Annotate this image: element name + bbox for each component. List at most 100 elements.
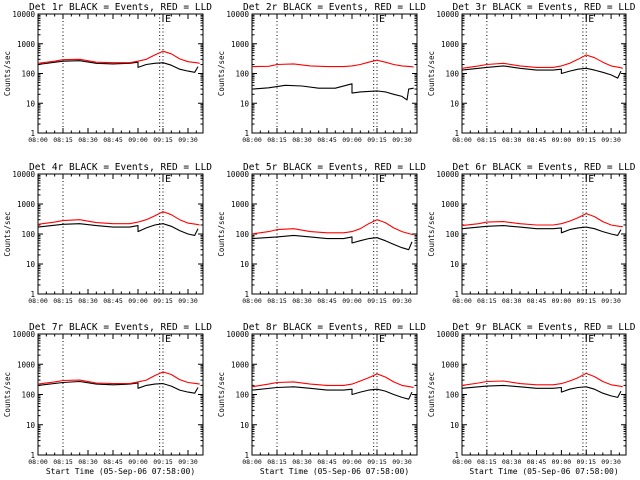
panel-6: Det 6r BLACK = Events, RED = LLD Counts/s… <box>427 162 636 305</box>
x-tick-label: 08:45 <box>103 136 123 144</box>
y-tick-label: 1000 <box>231 40 250 49</box>
x-tick-label: 09:15 <box>367 297 387 305</box>
panel-7: Det 7r BLACK = Events, RED = LLD Counts/s… <box>3 322 212 476</box>
x-tick-label: 08:00 <box>242 297 262 305</box>
panel-2: Det 2r BLACK = Events, RED = LLD Counts/s… <box>217 2 426 144</box>
x-tick-label: 08:00 <box>28 136 48 144</box>
y-tick-label: 10 <box>26 99 36 108</box>
y-tick-label: 100 <box>445 391 459 400</box>
y-tick-label: 10 <box>450 260 460 269</box>
y-tick-label: 10 <box>450 421 460 430</box>
lld-series-line <box>461 213 623 228</box>
y-tick-label: 1 <box>454 451 459 460</box>
y-tick-label: 100 <box>235 230 249 239</box>
x-tick-label: 08:15 <box>267 458 287 466</box>
x-tick-label: 09:15 <box>153 458 173 466</box>
x-tick-label: 08:45 <box>317 458 337 466</box>
y-tick-label: 10 <box>450 99 460 108</box>
y-axis-label: Counts/sec <box>427 211 436 256</box>
x-tick-label: 09:30 <box>178 458 198 466</box>
y-tick-label: 10000 <box>436 330 459 339</box>
y-tick-label: 1000 <box>441 360 460 369</box>
x-tick-label: 08:00 <box>28 458 48 466</box>
x-tick-label: 08:15 <box>53 458 73 466</box>
x-tick-label: 08:30 <box>502 136 522 144</box>
panel-title: Det 9r BLACK = Events, RED = LLD <box>452 322 635 333</box>
y-tick-label: 10000 <box>12 330 35 339</box>
panel-title: Det 7r BLACK = Events, RED = LLD <box>29 322 212 333</box>
lld-series-line <box>251 373 414 389</box>
y-tick-label: 1000 <box>17 360 36 369</box>
lld-series-line <box>37 211 200 226</box>
x-tick-label: 08:15 <box>53 297 73 305</box>
x-axis-label: Start Time (05-Sep-06 07:58:00) <box>46 467 195 476</box>
y-tick-label: 10000 <box>226 170 249 179</box>
x-tick-label: 08:00 <box>242 136 262 144</box>
lld-series-line <box>37 50 200 64</box>
panel-3: Det 3r BLACK = Events, RED = LLD Counts/s… <box>427 2 636 144</box>
y-tick-label: 1 <box>244 290 249 299</box>
x-tick-label: 09:30 <box>601 458 621 466</box>
x-tick-label: 09:30 <box>601 136 621 144</box>
y-tick-label: 1 <box>244 129 249 138</box>
x-tick-label: 09:15 <box>153 136 173 144</box>
x-tick-label: 09:00 <box>128 297 148 305</box>
y-tick-label: 10 <box>26 260 36 269</box>
flag-label: E <box>165 174 171 185</box>
y-tick-label: 1 <box>30 290 35 299</box>
x-tick-label: 08:45 <box>527 458 547 466</box>
panel-title: Det 1r BLACK = Events, RED = LLD <box>29 2 212 13</box>
y-tick-label: 1 <box>454 129 459 138</box>
x-tick-label: 09:00 <box>342 297 362 305</box>
y-tick-label: 100 <box>21 230 35 239</box>
x-tick-label: 08:45 <box>317 297 337 305</box>
x-tick-label: 08:45 <box>527 136 547 144</box>
flag-label: E <box>379 334 385 345</box>
y-tick-label: 1000 <box>17 200 36 209</box>
panel-5: Det 5r BLACK = Events, RED = LLD Counts/s… <box>217 162 426 305</box>
y-tick-label: 1000 <box>441 40 460 49</box>
x-tick-label: 09:30 <box>601 297 621 305</box>
y-tick-label: 10000 <box>436 170 459 179</box>
x-tick-label: 08:00 <box>452 136 472 144</box>
x-axis-label: Start Time (05-Sep-06 07:58:00) <box>260 467 409 476</box>
y-axis-label: Counts/sec <box>217 372 226 417</box>
x-tick-label: 08:15 <box>477 297 497 305</box>
panel-1: Det 1r BLACK = Events, RED = LLD Counts/s… <box>3 2 212 144</box>
lld-series-line <box>251 59 414 68</box>
events-series-line <box>37 60 199 73</box>
x-tick-label: 08:00 <box>452 458 472 466</box>
flag-label: E <box>588 334 594 345</box>
x-tick-label: 09:00 <box>128 136 148 144</box>
panel-title: Det 3r BLACK = Events, RED = LLD <box>452 2 635 13</box>
x-tick-label: 08:30 <box>78 297 98 305</box>
y-tick-label: 100 <box>235 70 249 79</box>
events-series-line <box>251 386 413 400</box>
x-tick-label: 09:15 <box>153 297 173 305</box>
y-tick-label: 1000 <box>441 200 460 209</box>
x-tick-label: 09:15 <box>367 458 387 466</box>
y-tick-label: 10000 <box>12 170 35 179</box>
x-tick-label: 08:30 <box>292 297 312 305</box>
panel-9: Det 9r BLACK = Events, RED = LLD Counts/s… <box>427 322 636 476</box>
y-tick-label: 1 <box>30 129 35 138</box>
y-tick-label: 10000 <box>12 10 35 19</box>
panel-title: Det 2r BLACK = Events, RED = LLD <box>243 2 426 13</box>
flag-label: E <box>588 174 594 185</box>
x-tick-label: 09:00 <box>552 458 572 466</box>
flag-label: E <box>379 14 385 25</box>
flag-label: E <box>165 14 171 25</box>
panel-title: Det 8r BLACK = Events, RED = LLD <box>243 322 426 333</box>
events-series-line <box>37 223 199 236</box>
x-tick-label: 09:30 <box>178 136 198 144</box>
y-tick-label: 100 <box>445 70 459 79</box>
y-tick-label: 100 <box>445 230 459 239</box>
flag-label: E <box>165 334 171 345</box>
y-axis-label: Counts/sec <box>3 372 12 417</box>
y-tick-label: 10 <box>240 99 250 108</box>
panel-8: Det 8r BLACK = Events, RED = LLD Counts/s… <box>217 322 426 476</box>
x-tick-label: 09:30 <box>178 297 198 305</box>
flag-label: E <box>379 174 385 185</box>
x-tick-label: 08:45 <box>103 458 123 466</box>
x-tick-label: 09:00 <box>342 136 362 144</box>
